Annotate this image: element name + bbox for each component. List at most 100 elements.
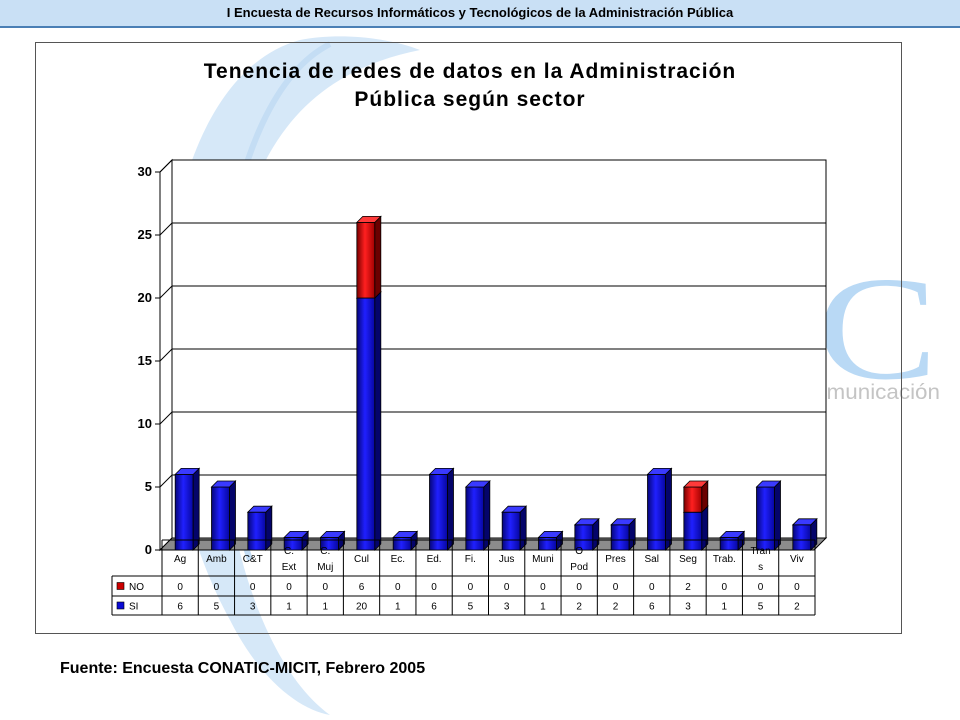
data-label-si: 2 [794, 602, 800, 613]
bar-no [682, 480, 709, 514]
category-label: Cul [354, 554, 369, 565]
data-label-no: 0 [322, 582, 328, 593]
y-tick-label: 30 [138, 164, 152, 179]
category-label: Trab. [713, 554, 736, 565]
bar-si [210, 480, 237, 551]
category-label: Seg [679, 554, 697, 565]
category-label: Muj [317, 562, 333, 573]
data-label-no: 0 [758, 582, 764, 593]
y-tick-label: 25 [138, 227, 152, 242]
bar-si [646, 467, 673, 551]
bar-no [355, 215, 382, 299]
data-label-si: 1 [540, 602, 546, 613]
data-label-si: 6 [177, 602, 183, 613]
category-label: Ec. [391, 554, 405, 565]
data-label-si: 6 [431, 602, 437, 613]
data-label-no: 0 [722, 582, 728, 593]
chart-frame [35, 42, 902, 634]
category-label: Amb [206, 554, 227, 565]
category-label: Fi. [465, 554, 476, 565]
data-label-si: 2 [613, 602, 619, 613]
category-label: Ag [174, 554, 186, 565]
bar-si [428, 467, 455, 551]
data-label-si: 1 [286, 602, 292, 613]
page-title: I Encuesta de Recursos Informáticos y Te… [226, 5, 734, 20]
data-label-si: 6 [649, 602, 655, 613]
legend-si-key [116, 601, 125, 610]
header-bar [0, 0, 960, 28]
data-label-no: 0 [576, 582, 582, 593]
data-label-si: 1 [322, 602, 328, 613]
category-label: Viv [790, 554, 804, 565]
data-label-no: 0 [395, 582, 401, 593]
legend-si-label: SI [129, 602, 138, 613]
bar-si [355, 291, 382, 551]
data-label-no: 0 [214, 582, 220, 593]
category-label: Muni [532, 554, 554, 565]
category-label: Ed. [427, 554, 442, 565]
category-label: C. [320, 546, 330, 557]
legend-no-key [116, 582, 125, 590]
data-label-si: 2 [576, 602, 582, 613]
bar-si [682, 505, 709, 551]
data-label-no: 2 [685, 582, 691, 593]
data-label-no: 0 [794, 582, 800, 593]
bar-si [246, 505, 273, 551]
category-label: Jus [499, 554, 515, 565]
category-label: Ext [282, 562, 297, 573]
category-label: s [758, 562, 763, 573]
data-label-no: 6 [359, 582, 365, 593]
data-label-si: 3 [504, 602, 510, 613]
data-label-no: 0 [177, 582, 183, 593]
data-label-no: 0 [613, 582, 619, 593]
gridline-side [159, 411, 173, 425]
y-tick-label: 10 [138, 416, 152, 431]
gridline-side [159, 285, 173, 299]
data-label-no: 0 [431, 582, 437, 593]
gridline-side [159, 159, 173, 173]
bar-si [610, 517, 637, 551]
source-note: Fuente: Encuesta CONATIC-MICIT, Febrero … [60, 660, 426, 677]
bar-si [537, 530, 564, 551]
bar-si [392, 530, 419, 551]
data-label-si: 3 [250, 602, 256, 613]
data-label-si: 5 [214, 602, 220, 613]
category-label: Sal [645, 554, 659, 565]
y-tick-label: 15 [138, 353, 152, 368]
data-label-si: 5 [758, 602, 764, 613]
data-label-si: 20 [356, 602, 368, 613]
category-label: Pres [605, 554, 626, 565]
gridline-side [159, 222, 173, 236]
bar-si [791, 517, 818, 551]
data-label-no: 0 [504, 582, 510, 593]
category-label: C. [284, 546, 294, 557]
bar-si [174, 467, 201, 551]
bar-si [755, 480, 782, 551]
legend-no-label: NO [129, 582, 144, 593]
category-label: O [575, 546, 583, 557]
category-label: Tran [750, 546, 770, 557]
data-label-no: 0 [468, 582, 474, 593]
bar-si [719, 530, 746, 551]
bar-si [464, 480, 491, 551]
category-label: Pod [570, 562, 588, 573]
data-label-no: 0 [250, 582, 256, 593]
category-label: C&T [243, 554, 263, 565]
chart-title-line-1: Tenencia de redes de datos en la Adminis… [203, 60, 737, 83]
data-label-no: 0 [540, 582, 546, 593]
data-label-si: 1 [722, 602, 728, 613]
y-tick-label: 20 [138, 290, 152, 305]
y-tick-label: 5 [145, 479, 152, 494]
gridline-side [159, 348, 173, 362]
gridline-side [159, 474, 173, 488]
data-label-no: 0 [286, 582, 292, 593]
y-tick-label: 0 [145, 542, 152, 557]
chart-title-line-2: Pública según sector [354, 88, 586, 111]
chart-title: Tenencia de redes de datos en la Adminis… [100, 58, 840, 114]
bar-si [501, 505, 528, 551]
data-label-si: 3 [685, 602, 691, 613]
data-label-no: 0 [649, 582, 655, 593]
data-label-si: 1 [395, 602, 401, 613]
data-label-si: 5 [468, 602, 474, 613]
